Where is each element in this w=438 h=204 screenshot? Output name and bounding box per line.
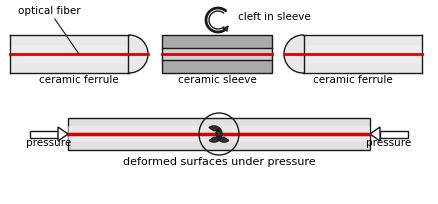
Bar	[302, 35, 421, 73]
Bar	[10, 35, 129, 73]
Text: deformed surfaces under pressure: deformed surfaces under pressure	[122, 157, 314, 167]
Wedge shape	[129, 35, 148, 73]
Bar	[302, 44, 421, 63]
Text: ceramic sleeve: ceramic sleeve	[177, 75, 256, 85]
Bar	[30, 131, 58, 137]
Wedge shape	[283, 35, 302, 73]
Polygon shape	[209, 126, 222, 142]
Text: cleft in sleeve: cleft in sleeve	[237, 12, 310, 22]
Bar	[68, 118, 369, 150]
Bar	[162, 35, 272, 48]
Polygon shape	[215, 128, 228, 142]
Polygon shape	[58, 127, 68, 141]
Bar	[162, 48, 272, 60]
Bar	[68, 126, 369, 142]
Bar	[10, 44, 129, 63]
Text: ceramic ferrule: ceramic ferrule	[312, 75, 392, 85]
Text: pressure: pressure	[26, 138, 71, 148]
Polygon shape	[369, 127, 379, 141]
Bar	[162, 60, 272, 73]
Text: ceramic ferrule: ceramic ferrule	[39, 75, 119, 85]
Text: optical fiber: optical fiber	[18, 6, 81, 54]
Text: pressure: pressure	[366, 138, 411, 148]
Bar	[162, 35, 272, 73]
Bar	[379, 131, 407, 137]
